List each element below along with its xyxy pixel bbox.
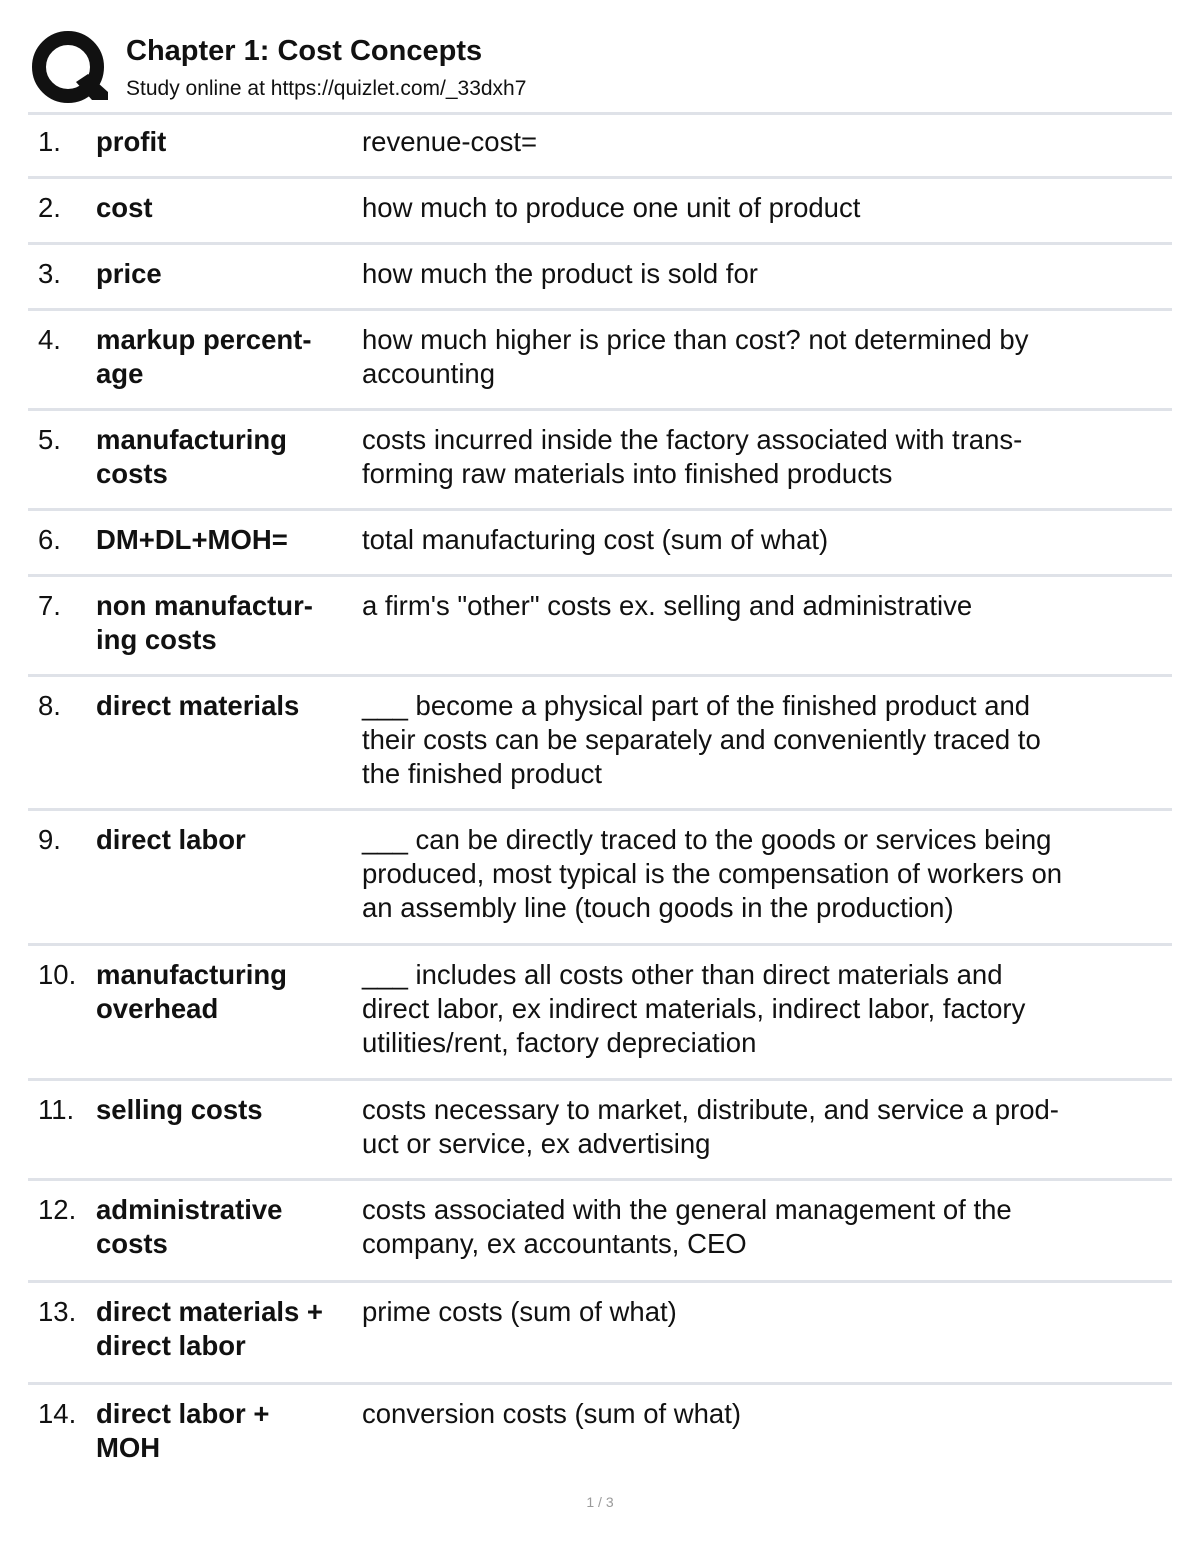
document-header: Chapter 1: Cost Concepts Study online at…: [28, 28, 1172, 112]
term-text: manufacturing overhead: [96, 959, 287, 1024]
term-row: 8. direct materials ___ become a physica…: [28, 677, 1172, 811]
term-number: 12.: [38, 1194, 77, 1225]
term-text: profit: [96, 126, 167, 157]
term-number: 7.: [38, 590, 61, 621]
term-definition: costs necessary to market, distribute, a…: [362, 1094, 1059, 1159]
term-number: 13.: [38, 1296, 77, 1327]
term-number: 14.: [38, 1398, 77, 1429]
term-text: manufacturing costs: [96, 424, 287, 489]
term-definition: ___ can be directly traced to the goods …: [362, 824, 1063, 923]
term-text: direct labor: [96, 824, 246, 855]
page-number: 1 / 3: [586, 1494, 614, 1510]
term-number: 5.: [38, 424, 61, 455]
term-number: 3.: [38, 258, 61, 289]
term-text: direct materials + direct labor: [96, 1296, 323, 1361]
term-definition: total manufacturing cost (sum of what): [362, 524, 829, 555]
term-row: 11. selling costs costs necessary to mar…: [28, 1081, 1172, 1181]
term-text: selling costs: [96, 1094, 263, 1125]
term-number: 9.: [38, 824, 61, 855]
term-text: administrative costs: [96, 1194, 283, 1259]
quizlet-logo-icon: [32, 31, 108, 103]
term-number: 6.: [38, 524, 61, 555]
term-row: 3. price how much the product is sold fo…: [28, 245, 1172, 311]
term-definition: how much higher is price than cost? not …: [362, 324, 1029, 389]
term-row: 12. administrative costs costs associate…: [28, 1181, 1172, 1283]
term-definition: ___ includes all costs other than direct…: [362, 959, 1026, 1058]
term-text: direct materials: [96, 690, 300, 721]
term-number: 4.: [38, 324, 61, 355]
document-title: Chapter 1: Cost Concepts: [126, 35, 483, 67]
term-row: 7. non manufactur- ing costs a firm's "o…: [28, 577, 1172, 677]
term-row: 2. cost how much to produce one unit of …: [28, 179, 1172, 245]
term-definition: revenue-cost=: [362, 126, 538, 157]
term-text: cost: [96, 192, 153, 223]
term-definition: a firm's "other" costs ex. selling and a…: [362, 590, 973, 621]
term-text: price: [96, 258, 162, 289]
term-text: markup percent- age: [96, 324, 312, 389]
term-row: 4. markup percent- age how much higher i…: [28, 311, 1172, 411]
term-list: 1. profit revenue-cost= 2. cost how much…: [28, 113, 1172, 1485]
term-row: 9. direct labor ___ can be directly trac…: [28, 811, 1172, 946]
term-definition: prime costs (sum of what): [362, 1296, 677, 1327]
term-number: 8.: [38, 690, 61, 721]
term-definition: ___ become a physical part of the finish…: [362, 690, 1041, 789]
term-text: direct labor + MOH: [96, 1398, 270, 1463]
header-divider: [28, 112, 1172, 115]
term-row: 6. DM+DL+MOH= total manufacturing cost (…: [28, 511, 1172, 577]
term-row: 5. manufacturing costs costs incurred in…: [28, 411, 1172, 511]
term-definition: how much to produce one unit of product: [362, 192, 861, 223]
term-row: 13. direct materials + direct labor prim…: [28, 1283, 1172, 1385]
term-text: DM+DL+MOH=: [96, 524, 288, 555]
term-row: 10. manufacturing overhead ___ includes …: [28, 946, 1172, 1081]
term-number: 11.: [38, 1094, 75, 1125]
term-text: non manufactur- ing costs: [96, 590, 313, 655]
term-definition: how much the product is sold for: [362, 258, 758, 289]
term-definition: costs incurred inside the factory associ…: [362, 424, 1023, 489]
term-definition: costs associated with the general manage…: [362, 1194, 1012, 1259]
term-number: 1.: [38, 126, 61, 157]
term-number: 10.: [38, 959, 77, 990]
term-row: 14. direct labor + MOH conversion costs …: [28, 1385, 1172, 1485]
term-definition: conversion costs (sum of what): [362, 1398, 742, 1429]
term-number: 2.: [38, 192, 61, 223]
term-row: 1. profit revenue-cost=: [28, 113, 1172, 179]
study-link[interactable]: Study online at https://quizlet.com/_33d…: [126, 77, 527, 100]
